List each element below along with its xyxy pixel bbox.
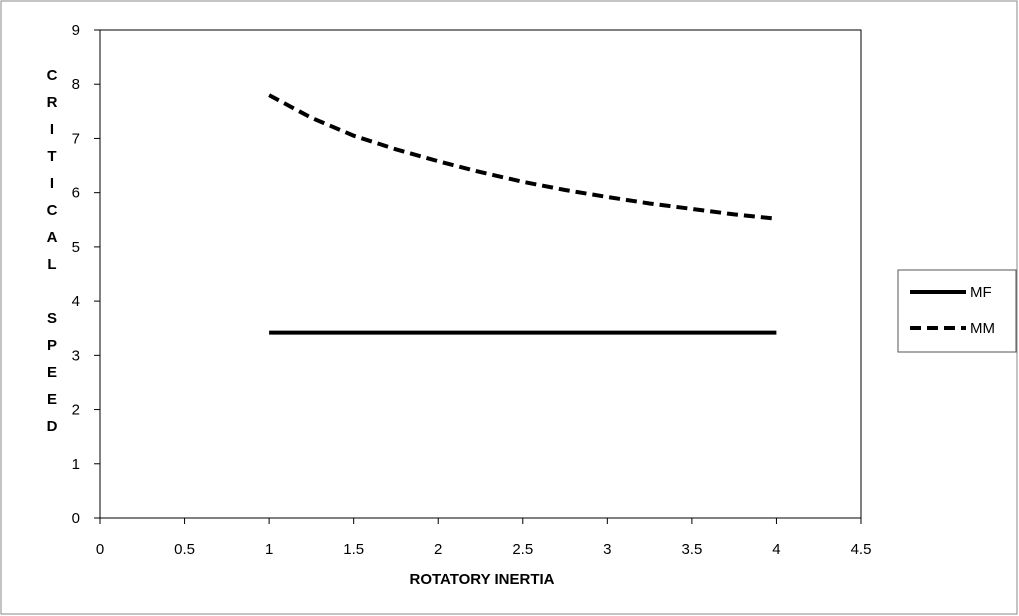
y-tick-label: 9: [72, 22, 80, 39]
series-line-mm: [268, 93, 777, 221]
x-tick-label: 1: [265, 541, 273, 558]
plot-area: [99, 29, 862, 519]
y-tick-label: 4: [72, 293, 80, 310]
y-axis-title-letter: A: [47, 229, 58, 246]
y-tick-label: 6: [72, 185, 80, 202]
legend-label-mf: MF: [970, 284, 992, 301]
x-tick-label: 3.5: [681, 541, 702, 558]
y-axis-title-letter: T: [47, 148, 56, 165]
x-tick-label: 2.5: [512, 541, 533, 558]
y-axis-title-letter: P: [47, 337, 57, 354]
x-tick-label: 4: [772, 541, 780, 558]
y-tick-label: 5: [72, 239, 80, 256]
y-axis-title-letter: E: [47, 391, 57, 408]
y-tick-label: 0: [72, 510, 80, 527]
y-tick-label: 8: [72, 76, 80, 93]
legend-label-mm: MM: [970, 320, 995, 337]
legend: MF MM: [897, 269, 1017, 353]
y-axis-title-letter: S: [47, 310, 57, 327]
x-tick-label: 0: [96, 541, 104, 558]
x-axis-title: ROTATORY INERTIA: [409, 571, 554, 588]
y-axis: 0 1 2 3 4 5 6 7 8 9: [72, 22, 100, 527]
y-axis-title-letter: I: [50, 175, 54, 192]
y-tick-label: 1: [72, 456, 80, 473]
x-tick-label: 1.5: [343, 541, 364, 558]
series-layer: [268, 93, 777, 335]
y-axis-title-letter: D: [47, 418, 58, 435]
y-axis-title-letter: L: [47, 256, 56, 273]
y-axis-title-letter: R: [47, 94, 58, 111]
x-tick-label: 4.5: [851, 541, 872, 558]
y-axis-title-letter: E: [47, 364, 57, 381]
legend-box: [897, 269, 1017, 353]
y-axis-title-letter: C: [47, 202, 58, 219]
y-axis-title-letter: C: [47, 67, 58, 84]
x-tick-label: 3: [603, 541, 611, 558]
y-tick-label: 7: [72, 130, 80, 147]
x-tick-label: 2: [434, 541, 442, 558]
x-tick-label: 0.5: [174, 541, 195, 558]
y-tick-label: 2: [72, 402, 80, 419]
x-axis: 0 0.5 1 1.5 2 2.5 3 3.5 4 4.5: [96, 518, 872, 558]
y-tick-label: 3: [72, 347, 80, 364]
y-axis-title-letter: I: [50, 121, 54, 138]
